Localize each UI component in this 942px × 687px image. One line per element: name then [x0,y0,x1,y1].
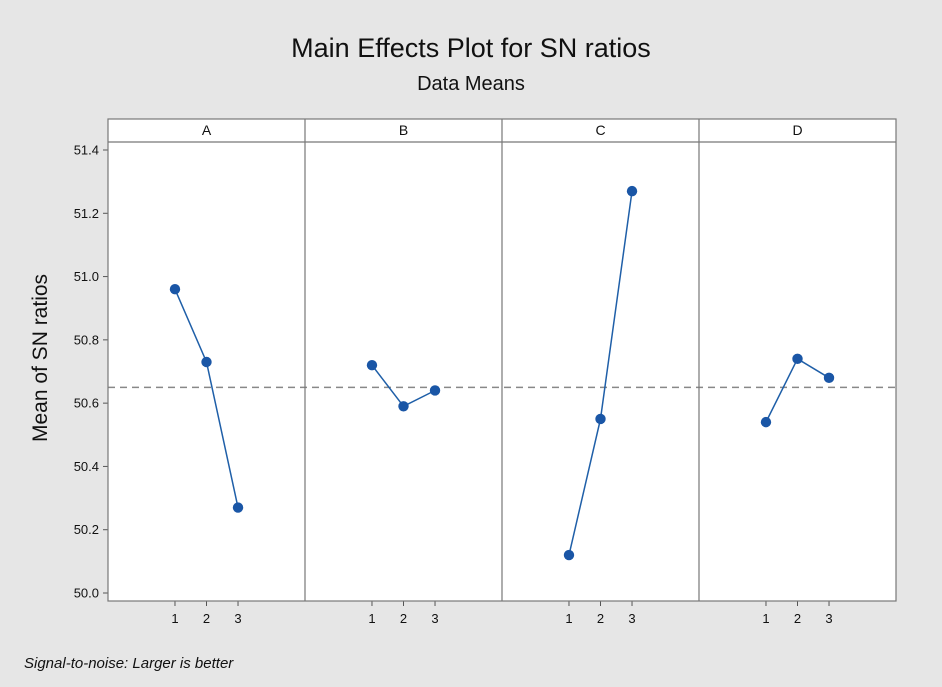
panel-label-a: A [202,122,212,138]
x-tick-label: 1 [565,611,572,626]
x-tick-label: 2 [597,611,604,626]
data-point-a-2 [201,356,212,368]
panel-label-b: B [399,122,408,138]
plot-area: 50.0 50.2 50.4 50.6 50.8 51.0 51.2 51.4 A 1 2 3 B 1 2 3… [74,118,897,626]
panel-label-d: D [792,122,802,138]
y-tick-label: 50.8 [74,332,99,347]
x-tick-label: 3 [234,611,241,626]
data-point-a-3 [232,502,244,513]
panel-label-c: C [595,122,605,138]
y-tick-label: 51.0 [74,269,99,284]
footnote: Signal-to-noise: Larger is better [24,655,234,672]
chart-subtitle: Data Means [417,73,525,95]
y-tick-label: 51.2 [74,206,99,221]
y-axis-label: Mean of SN ratios [29,274,52,442]
y-tick-label: 50.2 [74,522,99,537]
x-tick-label: 2 [794,611,801,626]
y-tick-label: 50.6 [74,396,99,411]
x-tick-label: 2 [203,611,210,626]
x-tick-label: 1 [171,611,178,626]
x-tick-label: 1 [762,611,769,626]
data-point-c-3 [626,185,638,197]
data-point-c-1 [563,549,575,561]
data-point-b-1 [366,359,378,371]
chart-title: Main Effects Plot for SN ratios [291,33,651,63]
y-tick-label: 50.0 [74,586,99,601]
plot-border [107,118,897,602]
data-point-b-2 [398,401,409,412]
x-tick-label: 1 [368,611,375,626]
y-tick-label: 51.4 [74,143,99,158]
y-tick-label: 50.4 [74,459,99,474]
x-tick-label: 3 [825,611,832,626]
data-point-d-2 [792,353,803,365]
data-point-b-3 [429,385,441,396]
x-tick-label: 3 [628,611,635,626]
data-point-a-1 [169,284,181,295]
data-point-d-3 [823,372,835,384]
data-point-c-2 [595,413,606,425]
x-tick-label: 2 [400,611,407,626]
data-point-d-1 [760,416,772,428]
x-tick-label: 3 [431,611,438,626]
